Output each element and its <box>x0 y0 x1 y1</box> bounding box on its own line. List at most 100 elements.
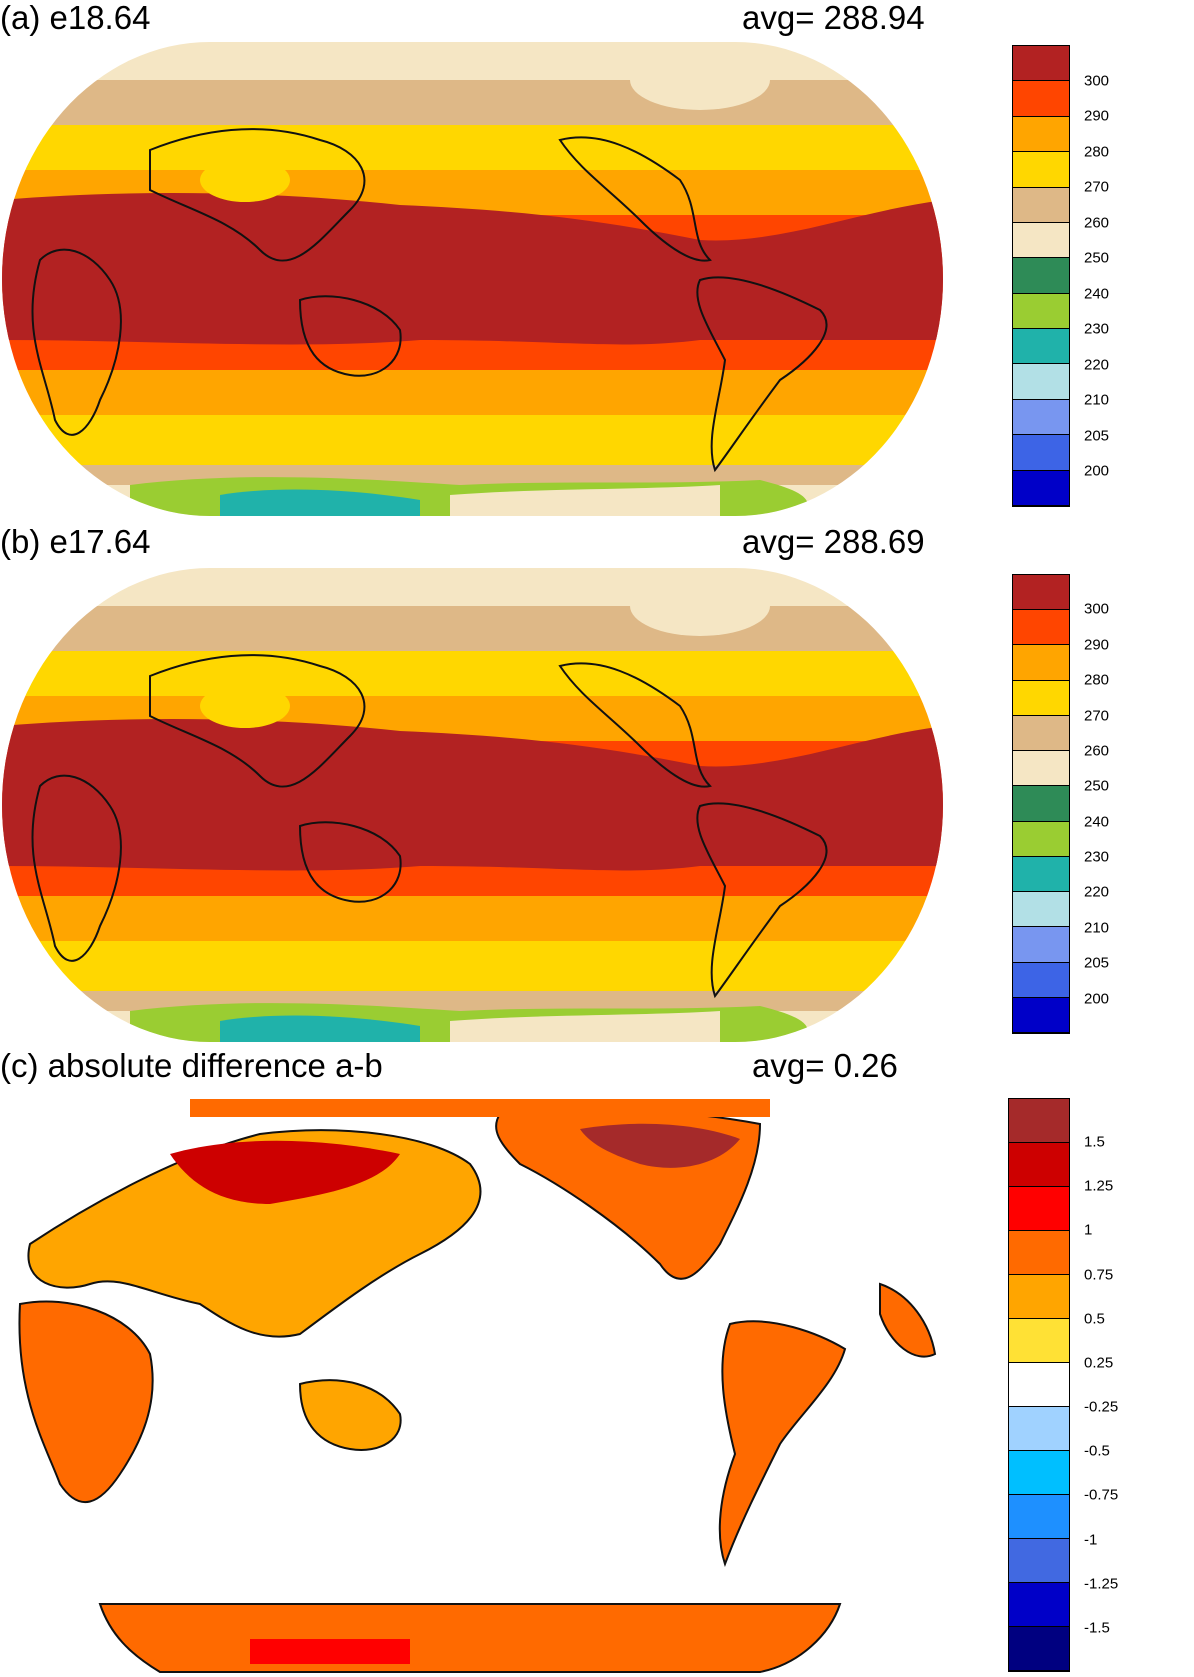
colorbar-cell <box>1013 258 1069 294</box>
antarctic-peninsula <box>450 485 720 516</box>
colorbar-tick-label: 270 <box>1084 178 1110 196</box>
colorbar-cell <box>1013 927 1069 963</box>
zonal-band <box>2 651 943 696</box>
panel-b-map <box>2 568 943 1042</box>
colorbar-tick-label: 260 <box>1084 214 1110 232</box>
zonal-band <box>2 896 943 941</box>
colorbar-cell <box>1013 364 1069 400</box>
colorbar-tick-label: 280 <box>1084 671 1110 689</box>
coastline <box>558 662 712 788</box>
colorbar-cell <box>1009 1539 1069 1583</box>
colorbar-cell <box>1009 1187 1069 1231</box>
colorbar-tick-label: 1.25 <box>1084 1177 1114 1195</box>
panel-b-title: (b) e17.64 <box>0 523 151 560</box>
south-america <box>718 1320 847 1567</box>
colorbar-cell <box>1009 1363 1069 1407</box>
colorbar-tick-label: -0.25 <box>1084 1398 1119 1416</box>
antarctica <box>98 1603 842 1673</box>
arctic-strip <box>190 1099 770 1117</box>
zonal-band <box>2 606 943 651</box>
colorbar-cell <box>1009 1099 1069 1143</box>
tibet-cold-region <box>200 158 290 202</box>
panel-a-map <box>2 42 943 516</box>
zonal-band <box>2 465 943 485</box>
colorbar-cell <box>1013 81 1069 117</box>
colorbar-cell <box>1013 962 1069 998</box>
colorbar-tick-label: 1 <box>1084 1221 1093 1239</box>
colorbar-tick-label: 250 <box>1084 249 1110 267</box>
europe-edge <box>879 1282 937 1358</box>
colorbar-cell <box>1009 1231 1069 1275</box>
colorbar-cell <box>1013 751 1069 787</box>
colorbar-cell <box>1009 1275 1069 1319</box>
colorbar-tick-label: 300 <box>1084 72 1110 90</box>
colorbar-cell <box>1013 470 1069 506</box>
colorbar-cell <box>1013 680 1069 716</box>
colorbar-cell <box>1013 856 1069 893</box>
coastline <box>696 276 828 473</box>
panel-a-colorbar <box>1012 45 1070 507</box>
colorbar-cell <box>1009 1143 1069 1187</box>
colorbar-cell <box>1009 1583 1069 1627</box>
zonal-band <box>2 370 943 415</box>
colorbar-cell <box>1013 645 1069 681</box>
colorbar-tick-label: -0.5 <box>1084 1442 1110 1460</box>
colorbar-cell <box>1009 1319 1069 1363</box>
colorbar-cell <box>1013 715 1069 752</box>
colorbar-tick-label: 220 <box>1084 883 1110 901</box>
africa <box>18 1300 154 1504</box>
colorbar-tick-label: 210 <box>1084 919 1110 937</box>
colorbar-cell <box>1013 187 1069 223</box>
antarctic-hotspot <box>250 1639 410 1664</box>
colorbar-cell <box>1009 1627 1069 1671</box>
greenland <box>630 50 770 110</box>
zonal-band <box>2 125 943 170</box>
zonal-band <box>2 991 943 1011</box>
colorbar-tick-label: 270 <box>1084 707 1110 725</box>
colorbar-tick-label: 210 <box>1084 391 1110 409</box>
coastline <box>696 802 828 999</box>
colorbar-tick-label: 220 <box>1084 356 1110 374</box>
coastline <box>298 821 402 903</box>
zonal-band <box>2 568 943 606</box>
australia <box>298 1379 402 1451</box>
colorbar-cell <box>1009 1495 1069 1539</box>
colorbar-tick-label: -1.25 <box>1084 1575 1119 1593</box>
colorbar-cell <box>1013 399 1069 436</box>
colorbar-tick-label: 205 <box>1084 954 1110 972</box>
colorbar-cell <box>1013 892 1069 928</box>
colorbar-cell <box>1013 786 1069 822</box>
panel-a-avg: avg= 288.94 <box>742 0 925 36</box>
colorbar-tick-label: 240 <box>1084 285 1110 303</box>
panel-b-avg: avg= 288.69 <box>742 523 925 560</box>
antarctic-plateau <box>220 489 420 516</box>
colorbar-cell <box>1013 575 1069 611</box>
panel-a-title: (a) e18.64 <box>0 0 151 36</box>
colorbar-tick-label: 200 <box>1084 990 1110 1008</box>
colorbar-cell <box>1013 997 1069 1033</box>
colorbar-cell <box>1009 1407 1069 1451</box>
zonal-band <box>2 42 943 80</box>
panel-c-map <box>18 1099 937 1673</box>
antarctic-peninsula <box>450 1011 720 1042</box>
canada-hotspot <box>580 1123 740 1168</box>
coastline <box>149 654 366 788</box>
colorbar-tick-label: 200 <box>1084 462 1110 480</box>
colorbar-cell <box>1013 435 1069 471</box>
colorbar-cell <box>1013 293 1069 330</box>
greenland <box>630 576 770 636</box>
coastline <box>149 128 366 262</box>
colorbar-cell <box>1009 1451 1069 1495</box>
panel-c-title: (c) absolute difference a-b <box>0 1047 383 1084</box>
zonal-band <box>2 941 943 991</box>
panel-c-colorbar <box>1008 1098 1070 1672</box>
colorbar-cell <box>1013 152 1069 188</box>
colorbar-tick-label: 300 <box>1084 600 1110 618</box>
colorbar-cell <box>1013 116 1069 153</box>
colorbar-tick-label: 230 <box>1084 320 1110 338</box>
colorbar-cell <box>1013 329 1069 365</box>
colorbar-tick-label: -1.5 <box>1084 1619 1110 1637</box>
colorbar-cell <box>1013 46 1069 82</box>
colorbar-tick-label: 240 <box>1084 813 1110 831</box>
tibet-cold-region <box>200 684 290 728</box>
